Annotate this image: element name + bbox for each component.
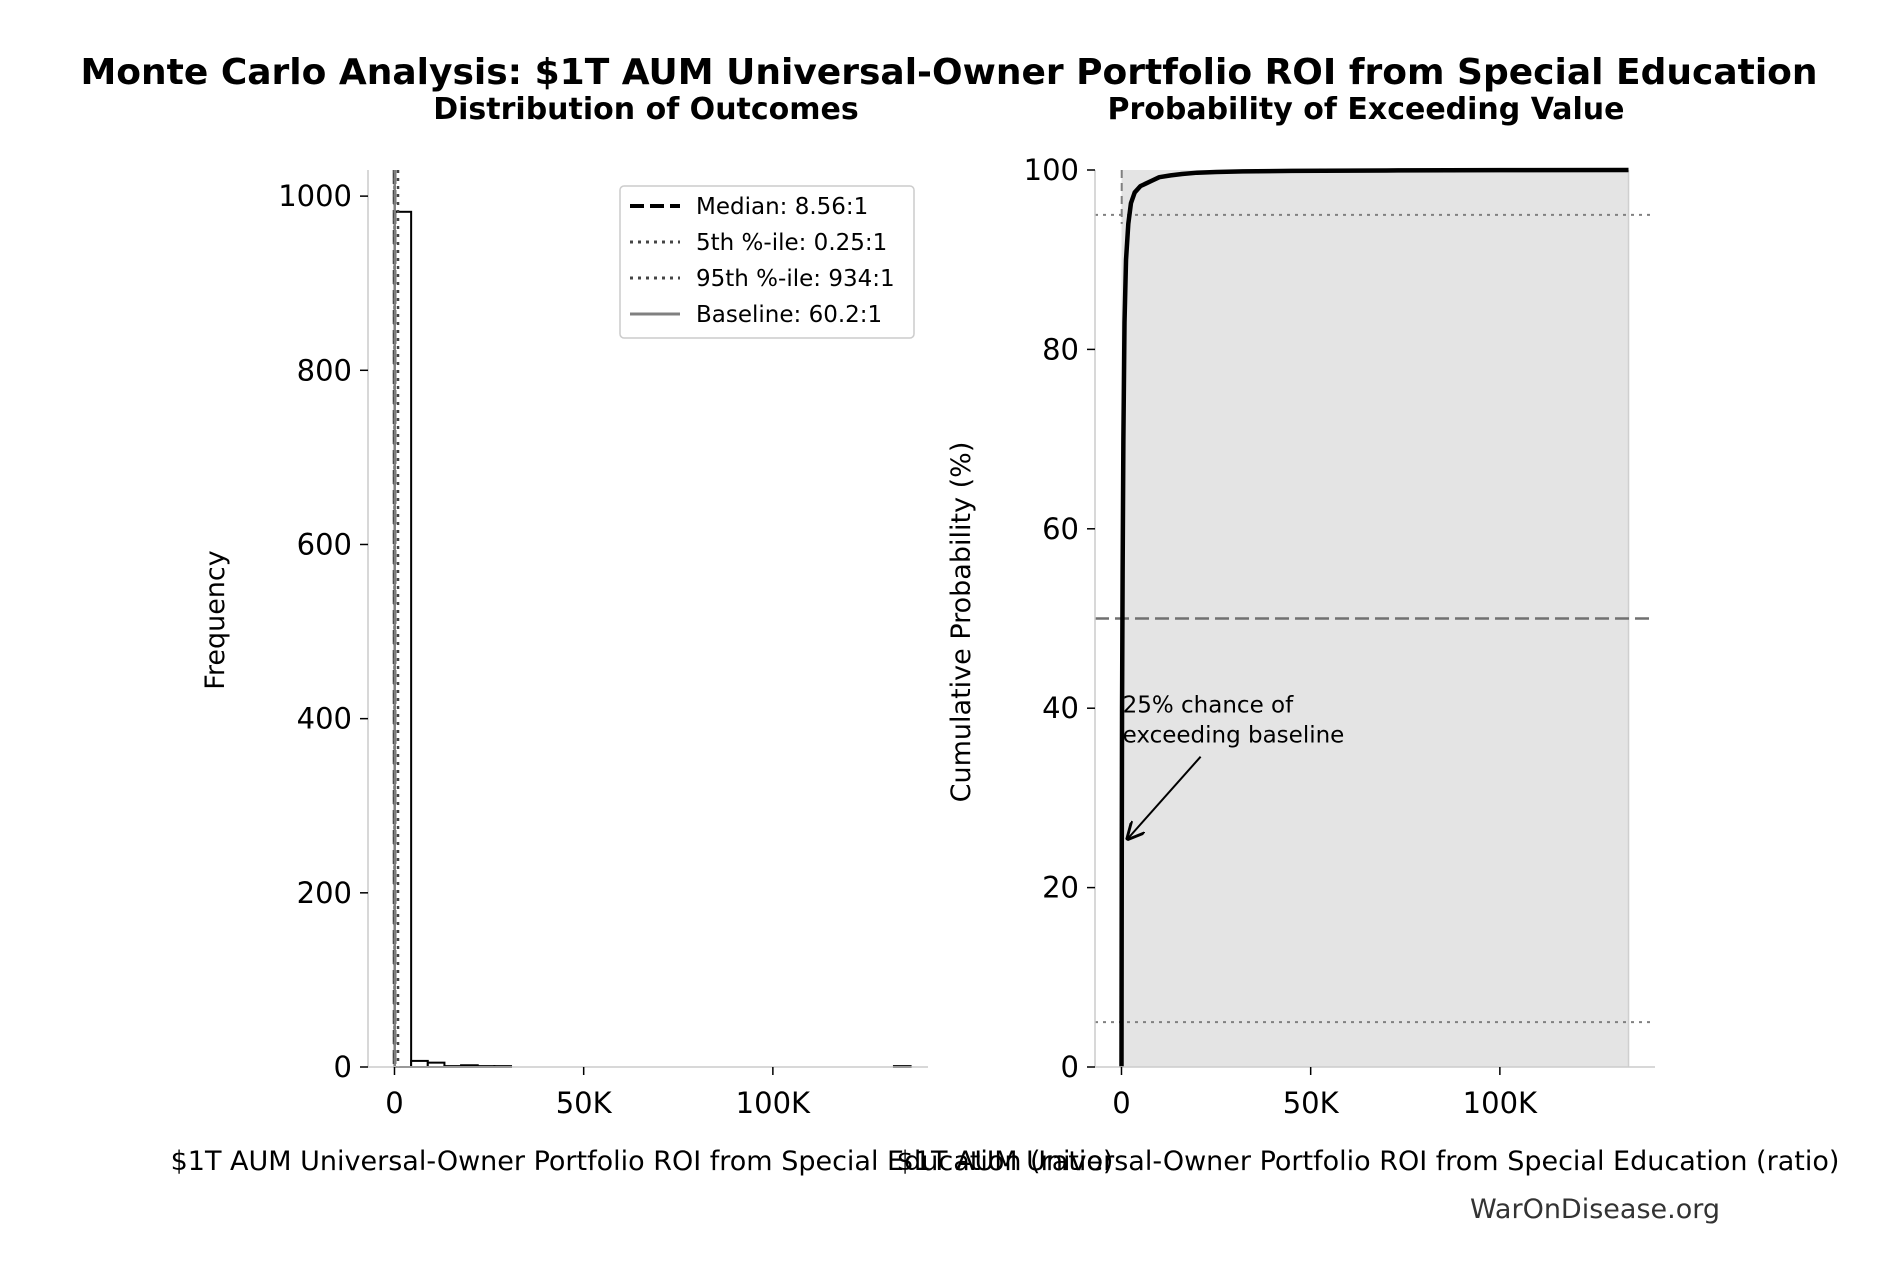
histogram-y-axis-label: Frequency <box>200 550 231 690</box>
baseline-annotation: 25% chance of exceeding baseline <box>1123 693 1345 839</box>
exceedance-x-axis-label: $1T AUM Universal-Owner Portfolio ROI fr… <box>897 1146 1840 1177</box>
histogram-panel: Distribution of Outcomes 0 50K 100K 020040… <box>171 92 1114 1177</box>
exceedance-y-tick-label-5: 100 <box>1024 153 1079 187</box>
exceedance-y-tick-label-3: 60 <box>1042 512 1079 546</box>
histogram-y-tick-label-4: 800 <box>297 353 352 387</box>
legend-entry-2: 95th %-ile: 934:1 <box>696 266 895 292</box>
histogram-title: Distribution of Outcomes <box>433 92 859 127</box>
exceedance-line <box>1119 167 1629 1068</box>
histogram-y-tick-label-3: 600 <box>297 527 352 561</box>
exceedance-axes <box>1094 170 1655 1068</box>
histogram-x-axis-label: $1T AUM Universal-Owner Portfolio ROI fr… <box>171 1146 1114 1177</box>
histogram-x-tick-label-2: 100K <box>736 1086 811 1120</box>
exceedance-x-tick-label-0: 0 <box>1112 1086 1130 1120</box>
histogram-y-tick-label-1: 200 <box>297 876 352 910</box>
exceedance-panel: Probability of Exceeding Value 0 50K 100K … <box>897 92 1840 1177</box>
figure-suptitle: Monte Carlo Analysis: $1T AUM Universal-… <box>80 52 1817 93</box>
exceedance-y-tick-label-2: 40 <box>1042 691 1079 725</box>
histogram-x-tick-label-1: 50K <box>556 1086 613 1120</box>
exceedance-y-tick-label-0: 0 <box>1061 1050 1079 1084</box>
annotation-text-line-1: exceeding baseline <box>1123 723 1345 749</box>
watermark: WarOnDisease.org <box>1470 1194 1720 1225</box>
exceedance-curve <box>1119 167 1629 1068</box>
exceedance-y-ticks: 0 20 40 60 80 100 <box>1024 153 1095 1084</box>
exceedance-x-tick-label-1: 50K <box>1283 1086 1340 1120</box>
histogram-y-tick-label-0: 0 <box>334 1050 352 1084</box>
exceedance-y-axis-label: Cumulative Probability (%) <box>946 442 977 803</box>
annotation-arrow <box>1128 756 1202 839</box>
histogram-y-tick-label-2: 400 <box>297 702 352 736</box>
histogram-bar-1 <box>410 1059 429 1069</box>
histogram-legend: Median: 8.56:1 5th %-ile: 0.25:1 95th %-il… <box>619 185 915 339</box>
legend-frame <box>619 185 915 339</box>
histogram-x-tick-label-0: 0 <box>385 1086 403 1120</box>
exceedance-x-ticks: 0 50K 100K <box>1112 1067 1538 1120</box>
histogram-bars <box>393 210 912 1069</box>
exceedance-y-tick-label-1: 20 <box>1042 871 1079 905</box>
exceedance-y-tick-label-4: 80 <box>1042 332 1079 366</box>
legend-entry-0: Median: 8.56:1 <box>696 194 868 220</box>
exceedance-title: Probability of Exceeding Value <box>1107 92 1624 127</box>
legend-entry-1: 5th %-ile: 0.25:1 <box>696 230 887 256</box>
legend-entry-3: Baseline: 60.2:1 <box>696 302 882 328</box>
exceedance-x-tick-label-2: 100K <box>1463 1086 1538 1120</box>
annotation-text-line-0: 25% chance of <box>1123 693 1295 719</box>
histogram-x-ticks: 0 50K 100K <box>385 1067 811 1120</box>
histogram-y-tick-label-5: 1000 <box>278 179 352 213</box>
histogram-axes <box>367 170 928 1068</box>
exceedance-reference-lines <box>1095 170 1655 1024</box>
histogram-reference-lines <box>392 170 400 1067</box>
histogram-y-ticks: 0 200 400 600 800 1000 <box>278 179 368 1084</box>
